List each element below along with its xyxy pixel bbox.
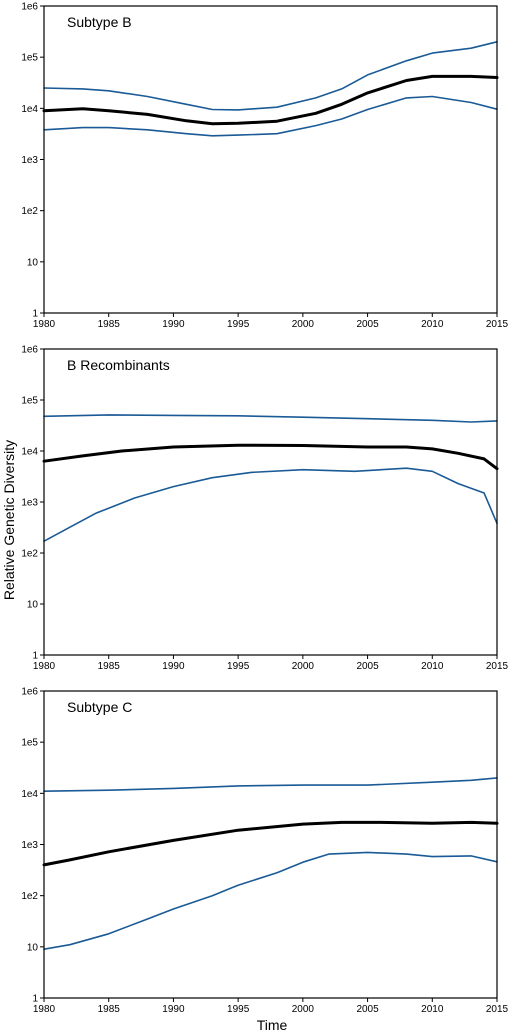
chart-panel: 1980 1985 1990 1995 2000 2005 2010 2015 1 10 1e2 1e… bbox=[21, 687, 508, 1016]
x-tick-label: 1990 bbox=[162, 1004, 185, 1015]
plot-frame bbox=[43, 690, 498, 999]
upper-bound-line bbox=[43, 777, 498, 793]
lower-bound-line bbox=[43, 467, 498, 543]
upper-bound-line bbox=[43, 40, 498, 111]
y-axis-title: Relative Genetic Diversity bbox=[1, 440, 17, 600]
y-tick-label: 1e3 bbox=[21, 840, 38, 851]
x-tick-label: 2000 bbox=[292, 319, 315, 330]
chart-panels: 1980 1985 1990 1995 2000 2005 2010 2015 1 10 1e2 1e… bbox=[21, 2, 508, 1016]
x-tick-label: 2005 bbox=[356, 661, 379, 672]
x-tick-label: 2000 bbox=[292, 1004, 315, 1015]
panel-title-b-recombinants: B Recombinants bbox=[67, 357, 170, 373]
x-tick-label: 1985 bbox=[98, 661, 121, 672]
panel-title-subtype-c: Subtype C bbox=[67, 699, 132, 715]
x-tick-label: 2015 bbox=[486, 1004, 509, 1015]
upper-bound-line bbox=[43, 414, 498, 423]
x-tick-label: 2005 bbox=[356, 1004, 379, 1015]
panel-title-subtype-b: Subtype B bbox=[67, 14, 132, 30]
x-tick-label: 1990 bbox=[162, 319, 185, 330]
y-tick-label: 1e6 bbox=[21, 345, 38, 356]
y-tick-label: 1e4 bbox=[21, 789, 38, 800]
median-line bbox=[42, 443, 499, 471]
x-tick-label: 1995 bbox=[227, 1004, 250, 1015]
y-tick-label: 1e6 bbox=[21, 2, 38, 13]
median-line bbox=[42, 820, 499, 867]
lower-bound-line bbox=[43, 95, 498, 137]
y-tick-label: 1e2 bbox=[21, 549, 38, 560]
y-tick-label: 1e5 bbox=[21, 738, 38, 749]
median-line bbox=[42, 74, 499, 126]
x-tick-label: 2015 bbox=[486, 319, 509, 330]
plot-frame bbox=[43, 348, 498, 656]
x-tick-label: 2000 bbox=[292, 661, 315, 672]
x-tick-label: 2010 bbox=[421, 661, 444, 672]
x-axis-title: Time bbox=[257, 1017, 288, 1033]
x-tick-label: 1985 bbox=[98, 319, 121, 330]
y-tick-label: 1e3 bbox=[21, 498, 38, 509]
lower-bound-line bbox=[43, 851, 498, 951]
x-tick-label: 1995 bbox=[227, 319, 250, 330]
y-tick-label: 1e2 bbox=[21, 206, 38, 217]
y-tick-label: 1e2 bbox=[21, 891, 38, 902]
y-tick-label: 1e5 bbox=[21, 53, 38, 64]
y-tick-label: 10 bbox=[27, 942, 39, 953]
x-tick-label: 1995 bbox=[227, 661, 250, 672]
x-tick-label: 2010 bbox=[421, 1004, 444, 1015]
x-tick-label: 1980 bbox=[33, 319, 56, 330]
x-tick-label: 2010 bbox=[421, 319, 444, 330]
y-tick-label: 1e3 bbox=[21, 155, 38, 166]
y-tick-label: 10 bbox=[27, 257, 39, 268]
chart-panel: 1980 1985 1990 1995 2000 2005 2010 2015 1 10 1e2 1e… bbox=[21, 345, 508, 673]
x-tick-label: 2015 bbox=[486, 661, 509, 672]
x-tick-label: 1980 bbox=[33, 1004, 56, 1015]
x-tick-label: 1980 bbox=[33, 661, 56, 672]
x-tick-label: 1985 bbox=[98, 1004, 121, 1015]
y-tick-label: 1e4 bbox=[21, 104, 38, 115]
y-tick-label: 1e4 bbox=[21, 447, 38, 458]
y-tick-label: 1 bbox=[32, 309, 38, 320]
y-tick-label: 10 bbox=[27, 600, 39, 611]
y-tick-label: 1 bbox=[32, 994, 38, 1005]
x-tick-label: 2005 bbox=[356, 319, 379, 330]
y-tick-label: 1e5 bbox=[21, 396, 38, 407]
y-tick-label: 1 bbox=[32, 651, 38, 662]
plot-frame bbox=[43, 5, 498, 314]
x-tick-label: 1990 bbox=[162, 661, 185, 672]
y-tick-label: 1e6 bbox=[21, 687, 38, 698]
chart-panel: 1980 1985 1990 1995 2000 2005 2010 2015 1 10 1e2 1e… bbox=[21, 2, 508, 331]
